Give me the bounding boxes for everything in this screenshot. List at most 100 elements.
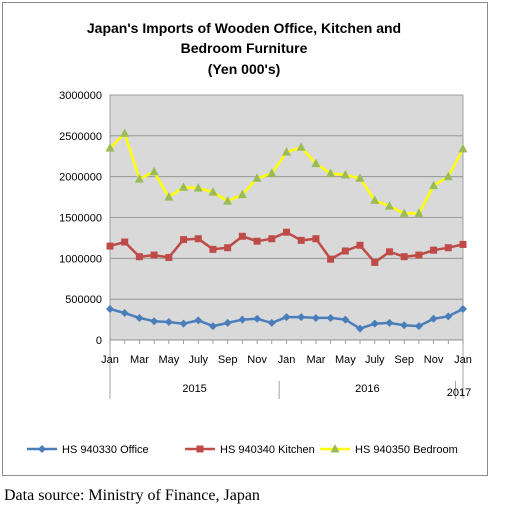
data-point bbox=[430, 246, 438, 254]
data-point bbox=[135, 253, 143, 261]
legend-swatch-marker bbox=[38, 445, 46, 453]
data-point bbox=[238, 315, 247, 324]
data-point bbox=[193, 183, 203, 192]
data-point bbox=[106, 242, 114, 250]
data-point bbox=[444, 312, 453, 321]
data-point bbox=[120, 128, 130, 137]
data-point bbox=[356, 324, 365, 333]
data-point bbox=[134, 174, 144, 183]
x-tick-label: July bbox=[365, 354, 385, 366]
data-point bbox=[282, 313, 291, 322]
data-point bbox=[370, 319, 379, 328]
y-tick-label: 1500000 bbox=[59, 213, 102, 225]
series-lines bbox=[105, 128, 468, 333]
x-tick-label: Jan bbox=[101, 354, 119, 366]
data-point bbox=[252, 173, 262, 182]
data-point bbox=[194, 316, 203, 325]
line-chart: Japan's Imports of Wooden Office, Kitche… bbox=[27, 20, 472, 456]
data-point bbox=[400, 253, 408, 261]
data-point bbox=[340, 170, 350, 179]
data-point bbox=[253, 237, 261, 245]
data-point bbox=[385, 318, 394, 327]
data-source-note: Data source: Ministry of Finance, Japan bbox=[4, 487, 260, 504]
data-point bbox=[429, 314, 438, 323]
data-point bbox=[414, 208, 424, 217]
y-tick-label: 1000000 bbox=[59, 253, 102, 265]
x-tick-label: July bbox=[188, 354, 208, 366]
data-point bbox=[164, 192, 174, 201]
data-point bbox=[268, 235, 276, 243]
data-point bbox=[429, 180, 439, 190]
legend: HS 940330 Office HS 940340 Kitchen HS 9403… bbox=[27, 444, 458, 456]
y-tick-label: 2000000 bbox=[59, 172, 102, 184]
data-point bbox=[443, 171, 453, 181]
data-point bbox=[253, 314, 262, 323]
data-point bbox=[297, 236, 305, 244]
series-3 bbox=[105, 128, 468, 217]
y-axis-tick-labels: 0 500000 1000000 1500000 2000000 2500000 30000… bbox=[59, 90, 102, 347]
x-tick-label: Mar bbox=[306, 354, 325, 366]
data-point bbox=[341, 247, 349, 255]
legend-label: HS 940330 Office bbox=[62, 444, 149, 456]
data-point bbox=[208, 187, 218, 196]
legend-swatch-marker bbox=[196, 445, 204, 453]
data-point bbox=[150, 251, 158, 259]
data-point bbox=[371, 258, 379, 266]
x-tick-label: May bbox=[335, 354, 356, 366]
data-point bbox=[238, 232, 246, 240]
data-point bbox=[237, 189, 247, 199]
chart-title-line-2: Bedroom Furniture bbox=[181, 40, 308, 56]
data-point bbox=[179, 182, 189, 191]
data-point bbox=[120, 309, 129, 318]
x-tick-label: Nov bbox=[424, 354, 444, 366]
data-point bbox=[267, 168, 277, 177]
x-year-label: 2017 bbox=[447, 387, 471, 399]
data-point bbox=[458, 143, 468, 153]
data-point bbox=[180, 236, 188, 244]
data-point bbox=[209, 245, 217, 253]
data-point bbox=[385, 248, 393, 256]
data-point bbox=[370, 195, 380, 204]
x-tick-label: May bbox=[158, 354, 179, 366]
data-point bbox=[282, 147, 291, 156]
data-point bbox=[179, 319, 188, 328]
data-point bbox=[194, 235, 202, 243]
data-point bbox=[356, 241, 364, 249]
x-tick-label: Jan bbox=[454, 354, 472, 366]
chart-title-line-3: (Yen 000's) bbox=[208, 61, 281, 77]
chart-frame: Japan's Imports of Wooden Office, Kitche… bbox=[2, 2, 488, 476]
series-1 bbox=[106, 304, 467, 333]
data-point bbox=[106, 304, 114, 313]
data-point bbox=[311, 313, 320, 322]
data-point bbox=[105, 143, 115, 152]
x-tick-label: Sep bbox=[218, 354, 238, 366]
x-tick-label: Nov bbox=[247, 354, 267, 366]
data-point bbox=[208, 322, 217, 331]
y-tick-label: 500000 bbox=[65, 294, 102, 306]
x-axis-tick-labels: Jan Mar May July Sep Nov Jan Mar May July Sep Nov Ja… bbox=[101, 354, 472, 399]
data-point bbox=[311, 158, 321, 168]
data-point bbox=[444, 244, 452, 252]
data-point bbox=[399, 208, 409, 217]
data-point bbox=[326, 168, 336, 177]
series-2 bbox=[106, 228, 467, 266]
y-tick-label: 2500000 bbox=[59, 131, 102, 143]
x-tick-label: Jan bbox=[278, 354, 296, 366]
data-point bbox=[414, 322, 423, 331]
legend-label: HS 940340 Kitchen bbox=[220, 444, 315, 456]
data-point bbox=[296, 142, 306, 151]
data-point bbox=[326, 313, 335, 322]
data-point bbox=[164, 318, 173, 327]
data-point bbox=[400, 321, 409, 330]
data-point bbox=[312, 235, 320, 243]
data-point bbox=[267, 318, 276, 327]
x-year-label: 2016 bbox=[355, 383, 379, 395]
legend-item-1: HS 940330 Office bbox=[27, 444, 149, 456]
data-point bbox=[149, 166, 159, 176]
data-point bbox=[165, 254, 173, 262]
data-point bbox=[150, 317, 159, 326]
data-point bbox=[415, 251, 423, 259]
y-tick-label: 0 bbox=[96, 335, 102, 347]
x-tick-label: Sep bbox=[394, 354, 414, 366]
chart-title-line-1: Japan's Imports of Wooden Office, Kitche… bbox=[87, 20, 401, 36]
